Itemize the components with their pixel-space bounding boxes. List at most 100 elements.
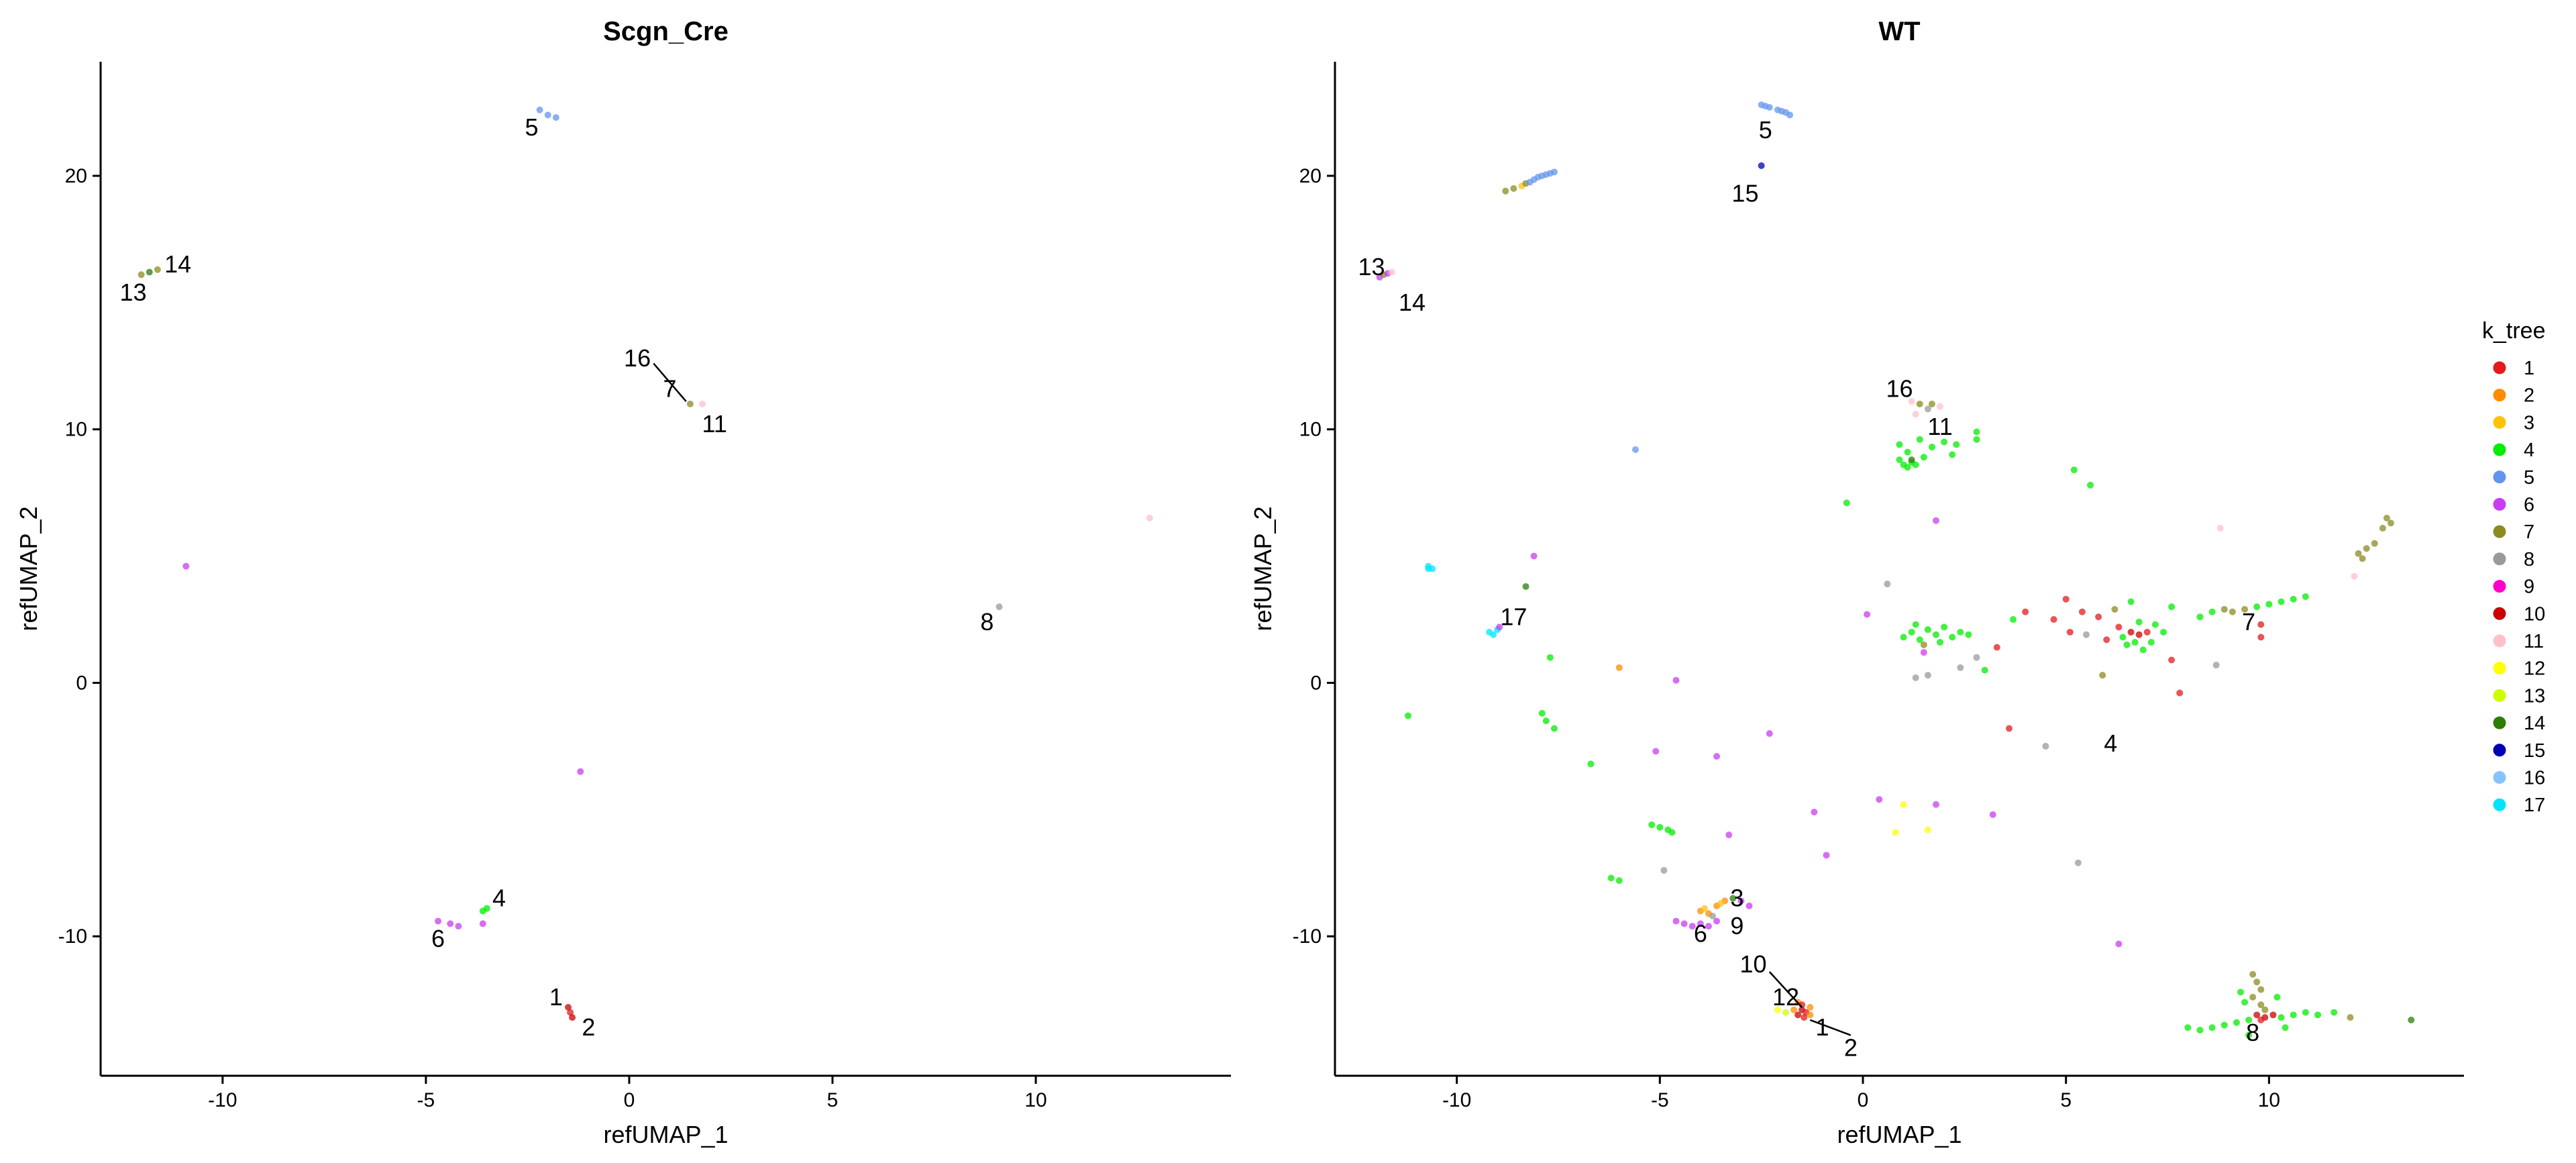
data-point-cluster-8 [996,603,1003,611]
y-tick-label: 20 [1299,165,1322,187]
x-tick-label: -5 [417,1089,435,1111]
data-point-cluster-4 [2245,1016,2253,1023]
data-point-cluster-5 [544,111,551,119]
data-point-cluster-1 [2103,636,2110,644]
data-point-cluster-8 [1660,867,1668,874]
data-point-cluster-4 [1973,436,1980,443]
data-point-cluster-17 [1425,565,1432,572]
data-point-cluster-4 [1912,621,1919,628]
legend-title: k_tree [2482,318,2546,344]
data-point-cluster-4 [2290,1011,2297,1019]
data-point-cluster-6 [455,923,462,930]
data-point-cluster-8 [2082,631,2090,638]
data-point-cluster-6 [1672,917,1680,925]
y-tick-label: 0 [76,672,87,694]
panel-title: WT [1878,17,1920,46]
legend-key-16 [2493,771,2506,784]
legend-key-9 [2493,580,2506,593]
legend-key-4 [2493,443,2506,456]
data-point-cluster-4 [1404,712,1411,719]
data-point-cluster-4 [1550,725,1558,732]
cluster-label: 14 [164,250,191,278]
data-point-cluster-4 [1924,626,1931,634]
data-point-cluster-6 [435,917,442,925]
data-point-cluster-7 [2383,514,2390,521]
data-point-cluster-4 [2282,1024,2289,1031]
data-point-cluster-6 [1823,852,1830,859]
x-axis-title: refUMAP_1 [603,1121,728,1148]
data-point-cluster-4 [1916,436,1923,443]
data-point-cluster-1 [2095,613,2102,621]
data-point-cluster-4 [2220,1021,2228,1029]
data-point-cluster-4 [1900,634,1907,641]
cluster-label: 11 [702,410,727,438]
data-point-cluster-4 [1615,877,1623,884]
data-point-cluster-11 [1388,268,1395,276]
data-point-cluster-6 [1766,730,1773,738]
data-point-cluster-10 [2135,631,2143,638]
data-point-cluster-4 [1949,451,1956,458]
data-point-cluster-4 [2273,993,2281,1001]
data-point-cluster-6 [1746,902,1753,909]
data-point-cluster-4 [1941,438,1948,446]
data-point-cluster-1 [2022,608,2029,615]
data-point-cluster-7 [2257,986,2265,993]
data-point-cluster-2 [1807,1004,1814,1011]
data-point-cluster-3 [1701,905,1708,912]
data-point-cluster-4 [2070,466,2078,474]
y-tick-label: 10 [1299,419,1322,441]
x-tick-label: -5 [1651,1089,1669,1111]
data-point-cluster-4 [2302,593,2309,601]
cluster-label: 17 [1500,603,1527,630]
data-point-cluster-4 [2208,608,2216,615]
cluster-label: 9 [1730,912,1743,940]
data-point-cluster-6 [182,562,190,570]
y-axis-title: refUMAP_2 [1249,506,1277,631]
data-point-cluster-1 [1993,644,2000,651]
data-point-cluster-8 [1884,580,1891,588]
data-point-cluster-7 [138,271,145,279]
y-tick-label: 0 [1310,672,1322,694]
cluster-label: 1 [549,983,563,1011]
data-point-cluster-2 [1790,1006,1798,1013]
data-point-cluster-4 [2277,598,2285,605]
x-tick-label: -10 [208,1089,237,1111]
legend-key-17 [2493,798,2506,811]
cluster-label: 8 [2246,1019,2259,1046]
data-point-cluster-1 [2062,595,2070,603]
data-point-cluster-7 [2257,1001,2265,1009]
legend-label: 2 [2524,385,2534,407]
data-point-cluster-1 [2005,725,2012,732]
legend-key-10 [2493,607,2506,620]
cluster-label: 13 [119,279,146,306]
data-point-cluster-7 [2253,978,2261,986]
data-point-cluster-4 [2330,1009,2338,1016]
data-point-cluster-4 [1896,456,1903,464]
cluster-label: 16 [1886,374,1913,402]
x-tick-label: -10 [1442,1089,1471,1111]
legend-label: 13 [2524,685,2545,707]
data-point-cluster-6 [447,920,454,927]
legend-label: 3 [2524,412,2534,434]
data-point-cluster-6 [1932,801,1939,808]
data-point-cluster-14 [1729,895,1737,902]
data-point-cluster-6 [1811,809,1818,816]
data-point-cluster-13 [1782,1009,1789,1016]
data-point-cluster-4 [2119,634,2127,641]
data-point-cluster-4 [1607,874,1615,882]
data-point-cluster-6 [1713,753,1721,760]
data-point-cluster-7 [2241,605,2249,613]
cluster-label: 11 [1927,413,1952,440]
x-tick-label: 10 [2258,1089,2280,1111]
data-point-cluster-14 [1522,583,1529,590]
panel-title: Scgn_Cre [603,17,729,46]
data-point-cluster-12 [1774,1006,1781,1013]
data-point-cluster-4 [483,905,490,912]
legend-key-2 [2493,389,2506,402]
data-point-cluster-7 [2220,605,2228,613]
data-point-cluster-4 [2237,989,2245,996]
data-point-cluster-4 [2233,1019,2240,1026]
data-point-cluster-7 [686,400,694,407]
